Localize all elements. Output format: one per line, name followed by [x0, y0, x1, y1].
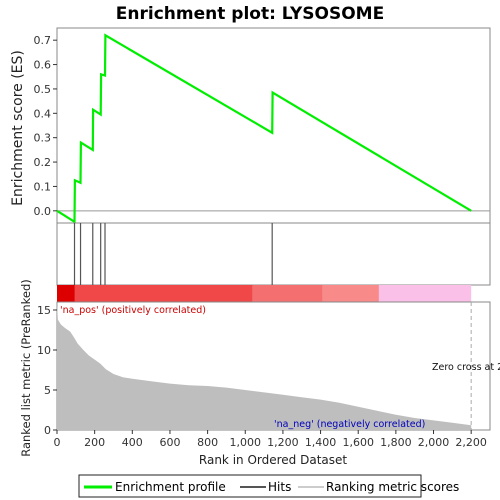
ranking-bar-segment	[378, 285, 472, 302]
x-tick-label: 1,400	[305, 436, 337, 449]
es-plot-frame	[56, 27, 491, 224]
x-tick-label: 1,600	[342, 436, 374, 449]
metric-y-axis-label: Ranked list metric (PreRanked)	[19, 279, 33, 457]
legend-label-enrichment: Enrichment profile	[115, 480, 226, 494]
hit-lines	[73, 223, 273, 285]
x-tick-label: 1,200	[267, 436, 299, 449]
ranking-bar-segment	[74, 285, 253, 302]
x-tick-label: 400	[122, 436, 143, 449]
ranking-bar-segment	[322, 285, 379, 302]
x-tick-label: 0	[54, 436, 61, 449]
x-tick-label: 800	[197, 436, 218, 449]
x-axis-label: Rank in Ordered Dataset	[199, 453, 347, 467]
ranking-metric-area	[57, 302, 472, 430]
enrichment-profile-line	[56, 33, 472, 224]
ranking-color-bar	[57, 285, 472, 302]
es-y-tick-label: 0.1	[34, 180, 52, 193]
es-y-tick-label: 0.6	[34, 59, 52, 72]
x-tick-label: 1,000	[230, 436, 262, 449]
es-y-tick-label: 0.2	[34, 156, 52, 169]
x-tick-label: 600	[159, 436, 180, 449]
es-y-tick-label: 0.3	[34, 132, 52, 145]
negative-correlation-label: 'na_neg' (negatively correlated)	[274, 419, 425, 430]
metric-y-tick-label: 0	[44, 424, 51, 437]
es-y-tick-label: 0.5	[34, 83, 52, 96]
x-tick-label: 2,000	[418, 436, 450, 449]
x-tick-label: 200	[84, 436, 105, 449]
x-axis: 0 200 400 600 800 1,000 1,200 1,400 1,600 1,800 2,…	[54, 430, 487, 449]
es-y-axis: 0.0 0.1 0.2 0.3 0.4 0.5 0.6 0.7	[34, 34, 57, 218]
ranking-bar-segment	[252, 285, 323, 302]
hits-panel	[56, 222, 491, 286]
es-y-tick-label: 0.4	[34, 107, 52, 120]
ranking-bar-segment	[57, 285, 75, 302]
es-y-tick-label: 0.0	[34, 205, 52, 218]
legend-label-metric: Ranking metric scores	[326, 480, 459, 494]
metric-y-axis: 0 5 10 15	[37, 304, 57, 437]
x-tick-label: 1,800	[380, 436, 412, 449]
x-tick-label: 2,200	[455, 436, 487, 449]
legend: Enrichment profile Hits Ranking metric s…	[78, 474, 459, 498]
es-y-tick-label: 0.7	[34, 34, 52, 47]
chart-title: Enrichment plot: LYSOSOME	[116, 4, 384, 24]
positive-correlation-label: 'na_pos' (positively correlated)	[60, 305, 206, 316]
hits-plot-frame	[56, 222, 491, 286]
legend-label-hits: Hits	[268, 480, 291, 494]
metric-y-tick-label: 15	[37, 304, 51, 317]
es-panel: 0.0 0.1 0.2 0.3 0.4 0.5 0.6 0.7 Enrichment scor…	[10, 27, 491, 224]
es-y-axis-label: Enrichment score (ES)	[10, 50, 26, 206]
metric-y-tick-label: 5	[44, 384, 51, 397]
metric-y-tick-label: 10	[37, 344, 51, 357]
zero-cross-label: Zero cross at 2	[432, 362, 500, 373]
